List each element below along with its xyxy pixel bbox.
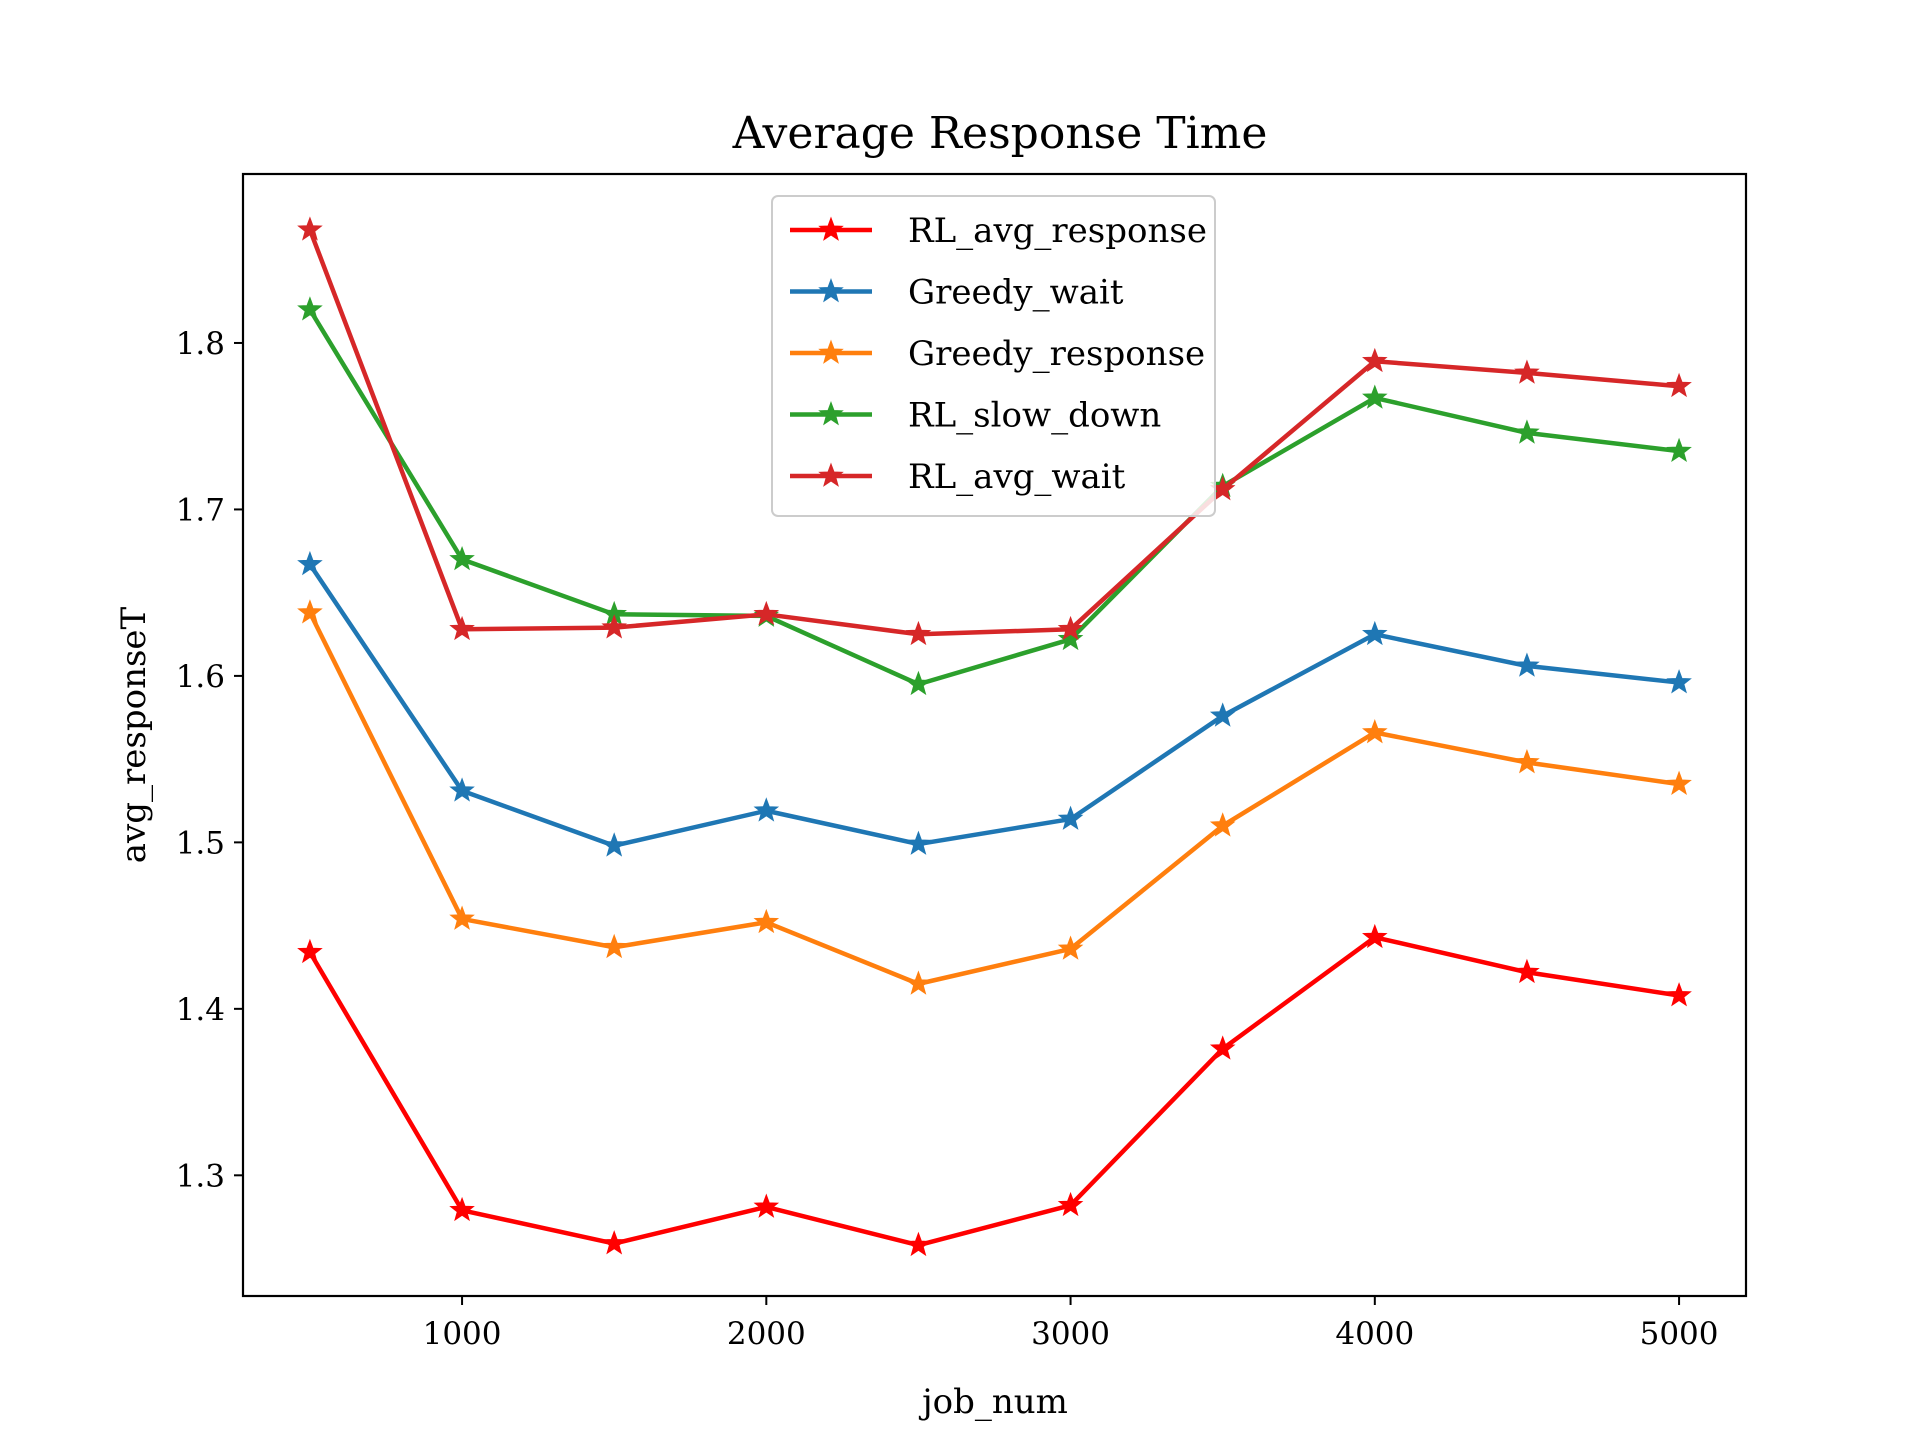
x-tick-label: 3000 <box>1031 1316 1110 1352</box>
data-point <box>905 1231 932 1257</box>
legend-item: Greedy_response <box>790 334 1205 374</box>
legend-item: RL_slow_down <box>790 396 1161 436</box>
data-point <box>1666 770 1692 795</box>
data-point <box>297 296 323 321</box>
legend-item: RL_avg_response <box>790 211 1207 251</box>
y-tick-label: 1.7 <box>176 492 225 528</box>
series-layer <box>297 216 1692 1257</box>
y-tick-label: 1.5 <box>176 825 225 861</box>
data-point <box>905 670 932 696</box>
data-point <box>1362 384 1388 409</box>
legend-label: RL_avg_wait <box>908 457 1126 497</box>
y-tick-label: 1.4 <box>176 992 225 1028</box>
x-axis-label: job_num <box>918 1382 1068 1422</box>
data-point <box>297 216 323 241</box>
legend-item: RL_avg_wait <box>790 457 1126 497</box>
y-axis-label: avg_responseT <box>114 606 154 863</box>
series-RL_avg_response <box>297 923 1692 1257</box>
y-tick-label: 1.6 <box>176 659 225 695</box>
y-tick-label: 1.3 <box>176 1158 225 1194</box>
legend-marker <box>818 278 844 303</box>
legend: RL_avg_response Greedy_wait Greedy_respons… <box>771 195 1216 517</box>
data-point <box>753 797 780 822</box>
legend-label: RL_avg_response <box>908 211 1207 251</box>
series-line <box>308 563 1680 848</box>
legend-label: Greedy_wait <box>908 273 1124 313</box>
plot-frame <box>241 172 1748 1298</box>
series-Greedy_response <box>297 599 1692 995</box>
data-point <box>601 832 627 857</box>
data-point <box>1362 347 1388 373</box>
data-point <box>1666 372 1692 398</box>
data-point <box>1057 615 1084 641</box>
legend-marker <box>818 462 844 487</box>
legend-marker <box>818 216 844 241</box>
data-point <box>1057 1191 1084 1217</box>
data-point <box>1057 935 1084 960</box>
legend-label: Greedy_response <box>908 334 1205 374</box>
data-point <box>753 908 780 934</box>
data-point <box>753 1193 780 1218</box>
data-point <box>1362 719 1388 744</box>
data-point <box>1514 958 1540 984</box>
data-point <box>601 614 627 639</box>
legend-marker <box>818 401 844 426</box>
data-point <box>1209 1035 1236 1060</box>
series-RL_avg_wait <box>297 216 1692 646</box>
data-point <box>449 777 475 802</box>
data-point <box>905 970 932 995</box>
data-point <box>1514 359 1540 384</box>
data-point <box>753 600 780 626</box>
data-point <box>1209 702 1236 727</box>
legend-marker <box>818 339 844 364</box>
ticks-layer: 1000 2000 3000 4000 5000 1.3 1.4 1.5 1.6 1.7 1.8 <box>176 326 1719 1352</box>
data-point <box>449 545 475 571</box>
data-point <box>1514 419 1540 444</box>
data-point <box>449 905 475 930</box>
legend-item: Greedy_wait <box>790 273 1124 313</box>
data-point <box>1514 749 1540 774</box>
data-point <box>1666 669 1692 694</box>
x-tick-label: 4000 <box>1335 1316 1414 1352</box>
legend-box <box>771 195 1216 517</box>
data-point <box>905 620 932 646</box>
data-point <box>1209 812 1236 837</box>
x-tick-label: 2000 <box>727 1316 806 1352</box>
y-tick-label: 1.8 <box>176 326 225 362</box>
series-line <box>308 308 1680 687</box>
data-point <box>449 615 475 641</box>
x-tick-label: 1000 <box>423 1316 502 1352</box>
data-point <box>297 938 323 964</box>
data-point <box>1057 625 1084 651</box>
data-point <box>601 933 627 959</box>
data-point <box>1666 982 1692 1007</box>
data-point <box>297 550 323 576</box>
data-point <box>601 1230 627 1255</box>
chart-title: Average Response Time <box>732 108 1268 159</box>
data-point <box>1666 437 1692 463</box>
legend-label: RL_slow_down <box>908 396 1161 436</box>
series-line <box>308 935 1680 1248</box>
series-line <box>307 611 1680 987</box>
series-line <box>307 228 1680 637</box>
x-tick-label: 5000 <box>1640 1316 1719 1352</box>
data-point <box>1362 923 1388 949</box>
data-point <box>297 599 323 624</box>
data-point <box>449 1196 475 1222</box>
series-Greedy_wait <box>297 550 1692 857</box>
data-point <box>1057 805 1084 830</box>
data-point <box>1362 620 1388 646</box>
data-point <box>905 830 932 855</box>
data-point <box>1514 652 1540 677</box>
